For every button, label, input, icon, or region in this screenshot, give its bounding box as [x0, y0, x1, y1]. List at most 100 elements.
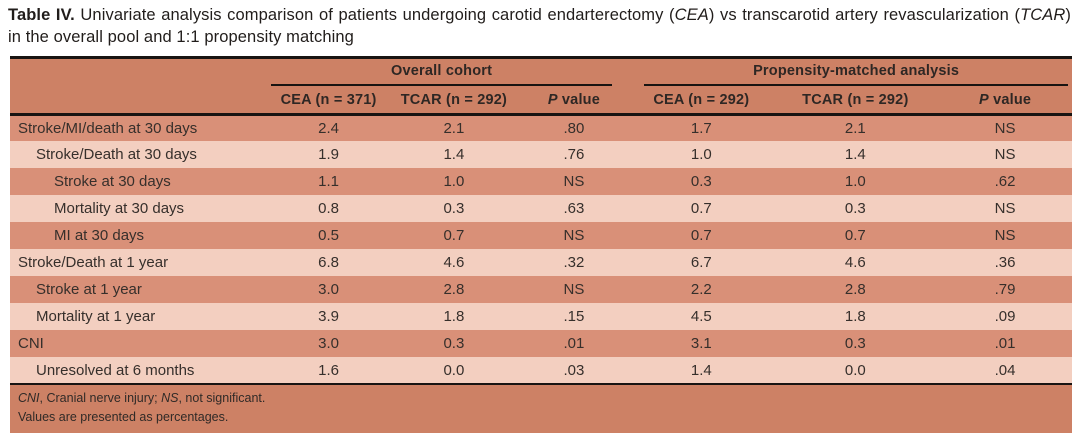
table-row: Stroke at 1 year 3.0 2.8 NS 2.2 2.8 .79: [10, 276, 1072, 304]
corner-cell: [10, 87, 267, 116]
cell-value: 4.5: [690, 308, 712, 326]
cell-value: 0.3: [690, 173, 712, 191]
cell-value: .80: [563, 119, 585, 137]
cell-value: 0.3: [443, 335, 465, 353]
cell-value: 0.8: [318, 200, 340, 218]
column-header-row: CEA (n = 371) TCAR (n = 292) P value CEA…: [10, 87, 1072, 116]
cell-value: NS: [563, 281, 585, 299]
table-row: Stroke/MI/death at 30 days 2.4 2.1 .80 1…: [10, 114, 1072, 142]
cell-value: 0.7: [690, 200, 712, 218]
column-header-tcar-overall: TCAR (n = 292): [390, 87, 518, 116]
cell-value: .62: [994, 173, 1016, 191]
cell-value: 1.0: [443, 173, 465, 191]
comparison-table: Overall cohort Propensity-matched analys…: [10, 55, 1072, 433]
cell-value: 0.7: [844, 227, 866, 245]
cell-value: 2.1: [844, 119, 866, 137]
cell-value: 0.7: [443, 227, 465, 245]
cell-value: 1.8: [844, 308, 866, 326]
row-label: Stroke/MI/death at 30 days: [18, 119, 198, 137]
cell-value: 1.1: [318, 173, 340, 191]
row-label: Stroke/Death at 30 days: [36, 146, 197, 164]
cell-value: 2.2: [690, 281, 712, 299]
row-label: MI at 30 days: [54, 227, 145, 245]
cell-value: 6.7: [690, 254, 712, 272]
cell-value: NS: [994, 146, 1016, 164]
footnote-line: CNI, Cranial nerve injury; NS, not signi…: [18, 391, 266, 406]
cell-value: 4.6: [443, 254, 465, 272]
cell-value: 0.0: [390, 357, 518, 386]
cell-value: 1.4: [844, 146, 866, 164]
cell-value: .03: [517, 357, 631, 386]
column-header-pvalue-overall: P value: [517, 87, 631, 116]
corner-cell: [10, 57, 267, 88]
cell-value: 4.6: [844, 254, 866, 272]
table-row: Stroke at 30 days 1.1 1.0 NS 0.3 1.0 .62: [10, 168, 1072, 196]
cell-value: NS: [563, 227, 585, 245]
cell-value: NS: [994, 119, 1016, 137]
cell-value: 1.9: [318, 146, 340, 164]
column-group-row: Overall cohort Propensity-matched analys…: [10, 57, 1072, 88]
table-footnotes: CNI, Cranial nerve injury; NS, not signi…: [10, 384, 1072, 433]
table-title: Table IV. Univariate analysis comparison…: [8, 6, 1072, 46]
cell-value: .04: [938, 357, 1072, 386]
row-label: Mortality at 30 days: [54, 200, 185, 218]
row-label: Mortality at 1 year: [36, 308, 156, 326]
row-label: Stroke/Death at 1 year: [18, 254, 169, 272]
cell-value: 6.8: [318, 254, 340, 272]
column-header-cea-overall: CEA (n = 371): [267, 87, 391, 116]
page: Table IV. Univariate analysis comparison…: [8, 6, 1072, 433]
cell-value: 3.0: [318, 335, 340, 353]
cell-value: 3.1: [690, 335, 712, 353]
row-label: CNI: [18, 335, 44, 353]
cell-value: 2.8: [844, 281, 866, 299]
cell-value: 2.1: [443, 119, 465, 137]
column-group-overall: Overall cohort: [267, 57, 631, 88]
cell-value: 1.0: [844, 173, 866, 191]
cell-value: .79: [994, 281, 1016, 299]
abbrev-cea: CEA: [674, 6, 709, 24]
abbrev-tcar: TCAR: [1020, 6, 1066, 24]
table-row: CNI 3.0 0.3 .01 3.1 0.3 .01: [10, 330, 1072, 358]
cell-value: 3.0: [318, 281, 340, 299]
table-row: Unresolved at 6 months 1.6 0.0 .03 1.4 0…: [10, 357, 1072, 386]
cell-value: 2.4: [318, 119, 340, 137]
cell-value: .76: [563, 146, 585, 164]
cell-value: 0.3: [844, 335, 866, 353]
table-number: Table IV.: [8, 6, 75, 24]
column-header-tcar-matched: TCAR (n = 292): [772, 87, 939, 116]
cell-value: .63: [563, 200, 585, 218]
cell-value: NS: [563, 173, 585, 191]
cell-value: 0.7: [690, 227, 712, 245]
row-label: Stroke at 1 year: [36, 281, 142, 299]
table-row: Mortality at 1 year 3.9 1.8 .15 4.5 1.8 …: [10, 303, 1072, 331]
cell-value: 1.6: [267, 357, 391, 386]
footnote-line: Values are presented as percentages.: [18, 409, 229, 424]
column-header-pvalue-matched: P value: [938, 87, 1072, 116]
cell-value: 0.3: [443, 200, 465, 218]
cell-value: 1.7: [690, 119, 712, 137]
row-label: Unresolved at 6 months: [10, 357, 267, 386]
cell-value: 0.5: [318, 227, 340, 245]
column-group-propensity: Propensity-matched analysis: [630, 57, 1072, 88]
table-row: Mortality at 30 days 0.8 0.3 .63 0.7 0.3…: [10, 195, 1072, 223]
column-header-cea-matched: CEA (n = 292): [630, 87, 773, 116]
table-row: MI at 30 days 0.5 0.7 NS 0.7 0.7 NS: [10, 222, 1072, 250]
cell-value: NS: [994, 200, 1016, 218]
table-row: Stroke/Death at 30 days 1.9 1.4 .76 1.0 …: [10, 141, 1072, 169]
cell-value: 0.0: [772, 357, 939, 386]
cell-value: .32: [563, 254, 585, 272]
cell-value: 3.9: [318, 308, 340, 326]
cell-value: 1.4: [443, 146, 465, 164]
cell-value: 1.0: [690, 146, 712, 164]
cell-value: 2.8: [443, 281, 465, 299]
cell-value: .01: [994, 335, 1016, 353]
cell-value: .01: [563, 335, 585, 353]
table-row: Stroke/Death at 1 year 6.8 4.6 .32 6.7 4…: [10, 249, 1072, 277]
cell-value: NS: [994, 227, 1016, 245]
cell-value: .15: [563, 308, 585, 326]
cell-value: .09: [994, 308, 1016, 326]
cell-value: 0.3: [844, 200, 866, 218]
cell-value: 1.8: [443, 308, 465, 326]
row-label: Stroke at 30 days: [54, 173, 171, 191]
cell-value: .36: [994, 254, 1016, 272]
